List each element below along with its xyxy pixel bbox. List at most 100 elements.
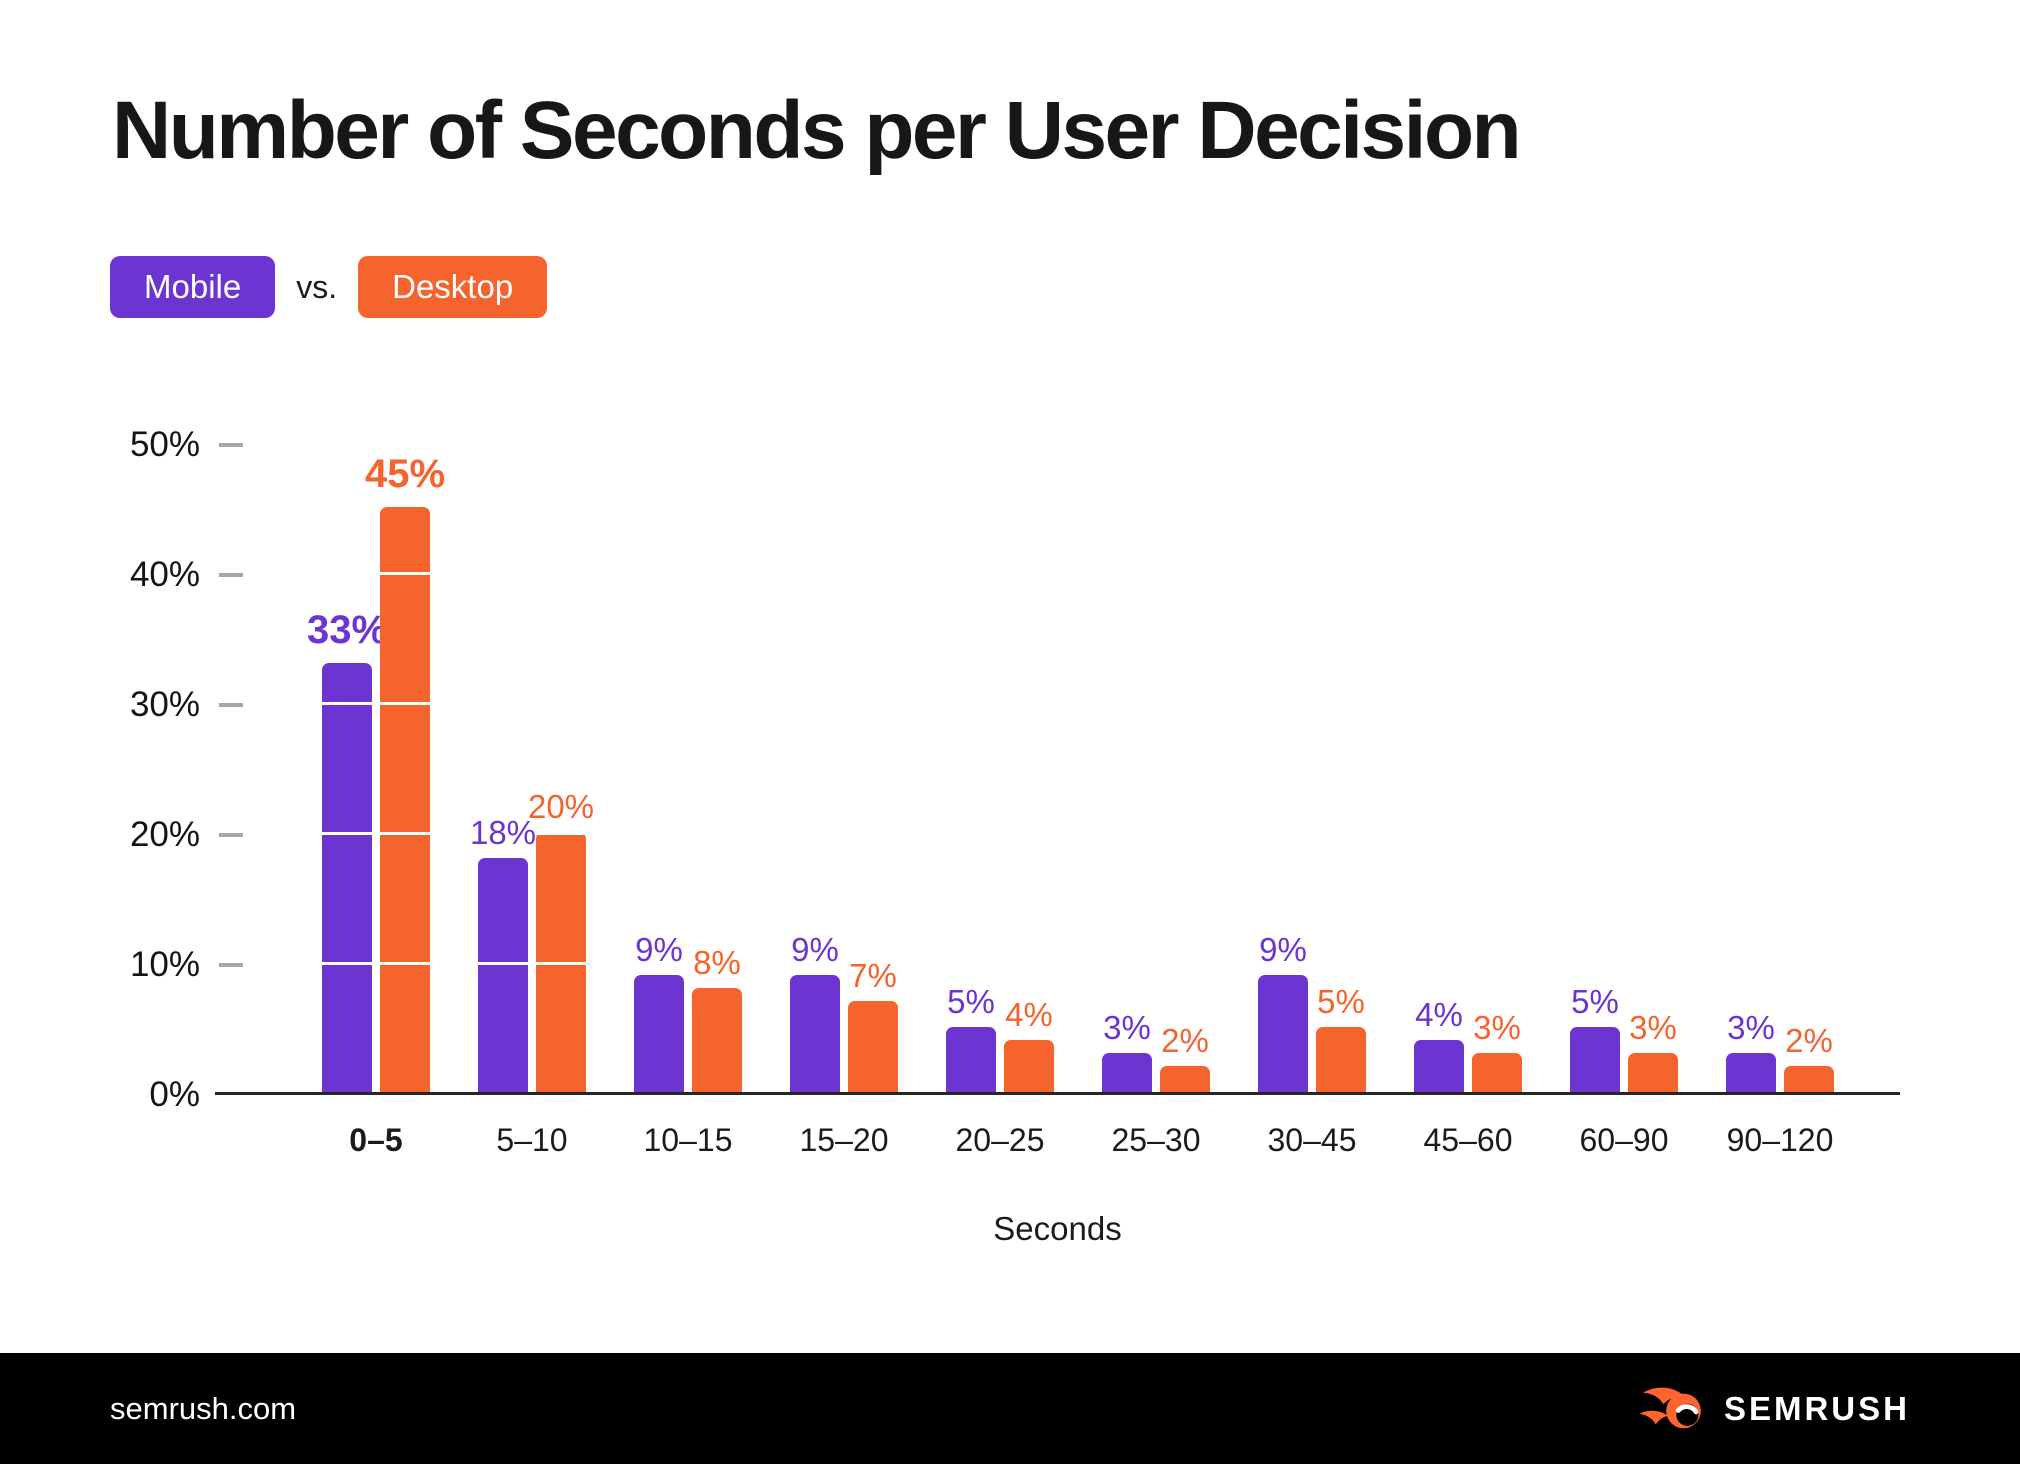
value-label-mobile: 9%: [635, 931, 683, 968]
bar-group-0–5: 33% 45% 0–5: [307, 445, 445, 1158]
y-axis-tick: [219, 833, 243, 837]
bar-column-mobile: 5%: [946, 985, 996, 1092]
bar-desktop-45–60: [1472, 1053, 1522, 1092]
x-axis-label: 10–15: [643, 1122, 733, 1158]
bar-group-20–25: 5% 4% 20–25: [946, 445, 1054, 1158]
y-axis-tick: [219, 573, 243, 577]
x-axis-label: 15–20: [799, 1122, 889, 1158]
bar-desktop-0–5: [380, 507, 430, 1092]
plot-area: 33% 45% 0–5 18% 20% 5–10 9% 8% 10–15 9% 7% 15–20 5% 4…: [215, 445, 1900, 1158]
value-label-mobile: 5%: [947, 983, 995, 1020]
bar-desktop-15–20: [848, 1001, 898, 1092]
x-axis-label: 20–25: [955, 1122, 1045, 1158]
bar-column-desktop: 5%: [1316, 985, 1366, 1092]
bar-group-15–20: 9% 7% 15–20: [790, 445, 898, 1158]
bar-mobile-5–10: [478, 858, 528, 1092]
x-axis-label: 90–120: [1726, 1122, 1834, 1158]
bar-column-desktop: 4%: [1004, 998, 1054, 1092]
bar-column-desktop: 7%: [848, 959, 898, 1092]
bar-group-25–30: 3% 2% 25–30: [1102, 445, 1210, 1158]
bar-mobile-25–30: [1102, 1053, 1152, 1092]
value-label-desktop: 7%: [849, 957, 897, 994]
bar-mobile-45–60: [1414, 1040, 1464, 1092]
value-label-mobile: 3%: [1727, 1009, 1775, 1046]
y-axis-tick: [219, 963, 243, 967]
y-axis-label: 40%: [129, 555, 200, 594]
bar-column-desktop: 2%: [1784, 1024, 1834, 1092]
bar-column-mobile: 33%: [307, 610, 387, 1092]
value-label-mobile: 9%: [791, 931, 839, 968]
value-label-desktop: 2%: [1785, 1022, 1833, 1059]
brand-name: SEMRUSH: [1723, 1389, 1910, 1427]
bar-group-45–60: 4% 3% 45–60: [1414, 445, 1522, 1158]
value-label-desktop: 20%: [527, 788, 595, 825]
bar-desktop-30–45: [1316, 1027, 1366, 1092]
bar-column-desktop: 3%: [1472, 1011, 1522, 1092]
bar-mobile-30–45: [1258, 975, 1308, 1092]
value-label-mobile: 5%: [1571, 983, 1619, 1020]
y-axis-label: 30%: [129, 685, 200, 724]
bar-group-30–45: 9% 5% 30–45: [1258, 445, 1366, 1158]
value-label-mobile: 3%: [1103, 1009, 1151, 1046]
bar-group-5–10: 18% 20% 5–10: [470, 445, 594, 1158]
bar-desktop-90–120: [1784, 1066, 1834, 1092]
semrush-fireball-icon: [1639, 1387, 1701, 1428]
value-label-desktop: 5%: [1317, 983, 1365, 1020]
bar-mobile-60–90: [1570, 1027, 1620, 1092]
legend: Mobile vs. Desktop: [110, 256, 548, 318]
bar-mobile-15–20: [790, 975, 840, 1092]
y-axis-label: 0%: [149, 1075, 200, 1114]
y-axis-tick: [219, 443, 243, 447]
value-label-desktop: 3%: [1473, 1009, 1521, 1046]
value-label-desktop: 45%: [364, 452, 446, 496]
brand-logo: SEMRUSH: [1632, 1383, 1910, 1435]
chart-title: Number of Seconds per User Decision: [112, 85, 1522, 176]
bar-column-mobile: 4%: [1414, 998, 1464, 1092]
bar-column-desktop: 8%: [692, 946, 742, 1092]
bar-group-90–120: 3% 2% 90–120: [1726, 445, 1834, 1158]
x-axis-label: 45–60: [1423, 1122, 1513, 1158]
bar-column-desktop: 3%: [1628, 1011, 1678, 1092]
y-axis-label: 10%: [129, 945, 200, 984]
bar-mobile-0–5: [322, 663, 372, 1092]
x-axis-label: 60–90: [1579, 1122, 1669, 1158]
bar-column-mobile: 9%: [634, 933, 684, 1092]
footer: semrush.com SEMRUSH: [0, 1353, 2020, 1464]
footer-url: semrush.com: [110, 1390, 297, 1426]
bar-column-mobile: 9%: [790, 933, 840, 1092]
legend-vs-label: vs.: [296, 268, 338, 305]
bar-column-desktop: 2%: [1160, 1024, 1210, 1092]
bar-mobile-20–25: [946, 1027, 996, 1092]
bar-desktop-5–10: [536, 832, 586, 1092]
value-label-mobile: 33%: [306, 608, 388, 652]
bar-column-mobile: 9%: [1258, 933, 1308, 1092]
value-label-mobile: 18%: [469, 814, 537, 851]
bar-column-mobile: 5%: [1570, 985, 1620, 1092]
x-axis-label: 30–45: [1267, 1122, 1357, 1158]
bar-desktop-10–15: [692, 988, 742, 1092]
bar-desktop-20–25: [1004, 1040, 1054, 1092]
bar-group-10–15: 9% 8% 10–15: [634, 445, 742, 1158]
bar-column-mobile: 3%: [1726, 1011, 1776, 1092]
x-axis-label: 0–5: [349, 1122, 403, 1158]
value-label-desktop: 4%: [1005, 996, 1053, 1033]
legend-desktop-badge: Desktop: [358, 256, 548, 318]
value-label-mobile: 4%: [1415, 996, 1463, 1033]
bar-desktop-25–30: [1160, 1066, 1210, 1092]
bar-column-desktop: 45%: [365, 454, 445, 1092]
value-label-desktop: 3%: [1629, 1009, 1677, 1046]
bar-group-60–90: 5% 3% 60–90: [1570, 445, 1678, 1158]
bar-column-mobile: 3%: [1102, 1011, 1152, 1092]
y-axis-label: 50%: [129, 425, 200, 464]
value-label-desktop: 2%: [1161, 1022, 1209, 1059]
legend-mobile-badge: Mobile: [110, 256, 276, 318]
bar-column-desktop: 20%: [528, 790, 594, 1092]
value-label-desktop: 8%: [693, 944, 741, 981]
x-axis-title: Seconds: [993, 1210, 1122, 1247]
bar-mobile-10–15: [634, 975, 684, 1092]
x-axis-label: 25–30: [1111, 1122, 1201, 1158]
bar-mobile-90–120: [1726, 1053, 1776, 1092]
bar-column-mobile: 18%: [470, 816, 536, 1092]
